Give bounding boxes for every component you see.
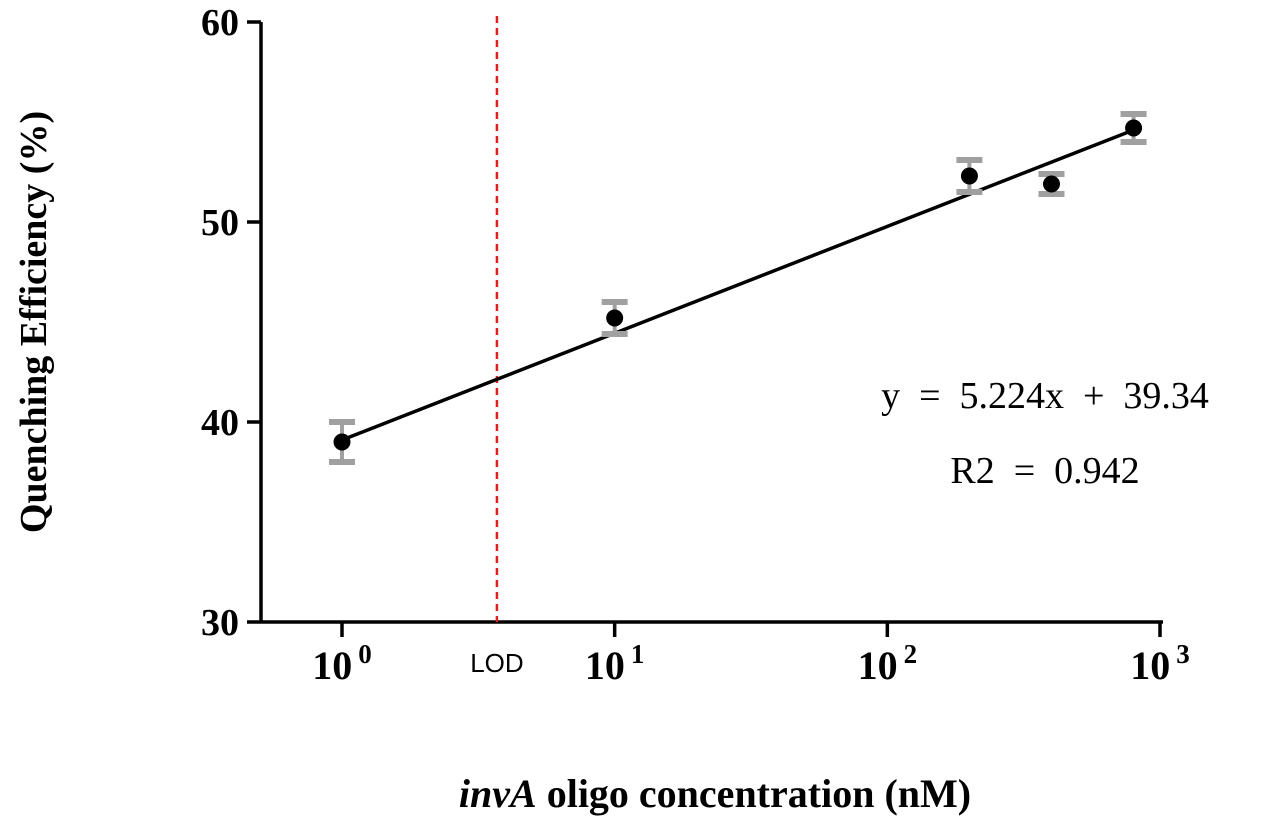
equation-annotation: y = 5.224x + 39.34 (881, 375, 1209, 417)
y-tick-label-30: 30 (201, 602, 239, 644)
data-point-1 (606, 309, 624, 327)
y-tick-label-50: 50 (201, 202, 239, 244)
x-ticks: 10 0 10 1 10 2 10 3 (312, 622, 1190, 688)
data-point-0 (333, 433, 351, 451)
lod-label: LOD (470, 648, 523, 678)
x-tick-label-10: 10 1 (585, 639, 645, 688)
x-axis-label-gene: invA (459, 771, 537, 816)
x-tick-base-100: 10 (858, 643, 898, 688)
x-tick-base-1000: 10 (1130, 643, 1170, 688)
x-tick-base-1: 10 (312, 643, 352, 688)
y-axis-label: Quenching Efficiency (%) (13, 111, 55, 533)
x-tick-exp-1: 0 (358, 639, 372, 669)
x-axis-label: invA oligo concentration (nM) (459, 771, 971, 816)
data-point-2 (960, 167, 978, 185)
data-point-3 (1042, 175, 1060, 193)
y-tick-label-40: 40 (201, 402, 239, 444)
data-point-4 (1125, 119, 1143, 137)
fit-line-group (341, 128, 1135, 442)
axes (259, 22, 1163, 624)
x-tick-exp-10: 1 (631, 639, 645, 669)
x-axis-label-rest: oligo concentration (nM) (537, 771, 971, 816)
lod-marker: LOD (470, 16, 524, 678)
x-tick-label-100: 10 2 (858, 639, 918, 688)
x-tick-label-1: 10 0 (312, 639, 372, 688)
r2-annotation: R2 = 0.942 (950, 450, 1139, 492)
x-tick-exp-100: 2 (904, 639, 918, 669)
y-ticks: 30 40 50 60 (201, 2, 261, 644)
x-tick-exp-1000: 3 (1176, 639, 1190, 669)
x-tick-base-10: 10 (585, 643, 625, 688)
fit-line (341, 128, 1135, 442)
data-points (329, 111, 1147, 465)
x-tick-label-1000: 10 3 (1130, 639, 1190, 688)
y-tick-label-60: 60 (201, 2, 239, 44)
